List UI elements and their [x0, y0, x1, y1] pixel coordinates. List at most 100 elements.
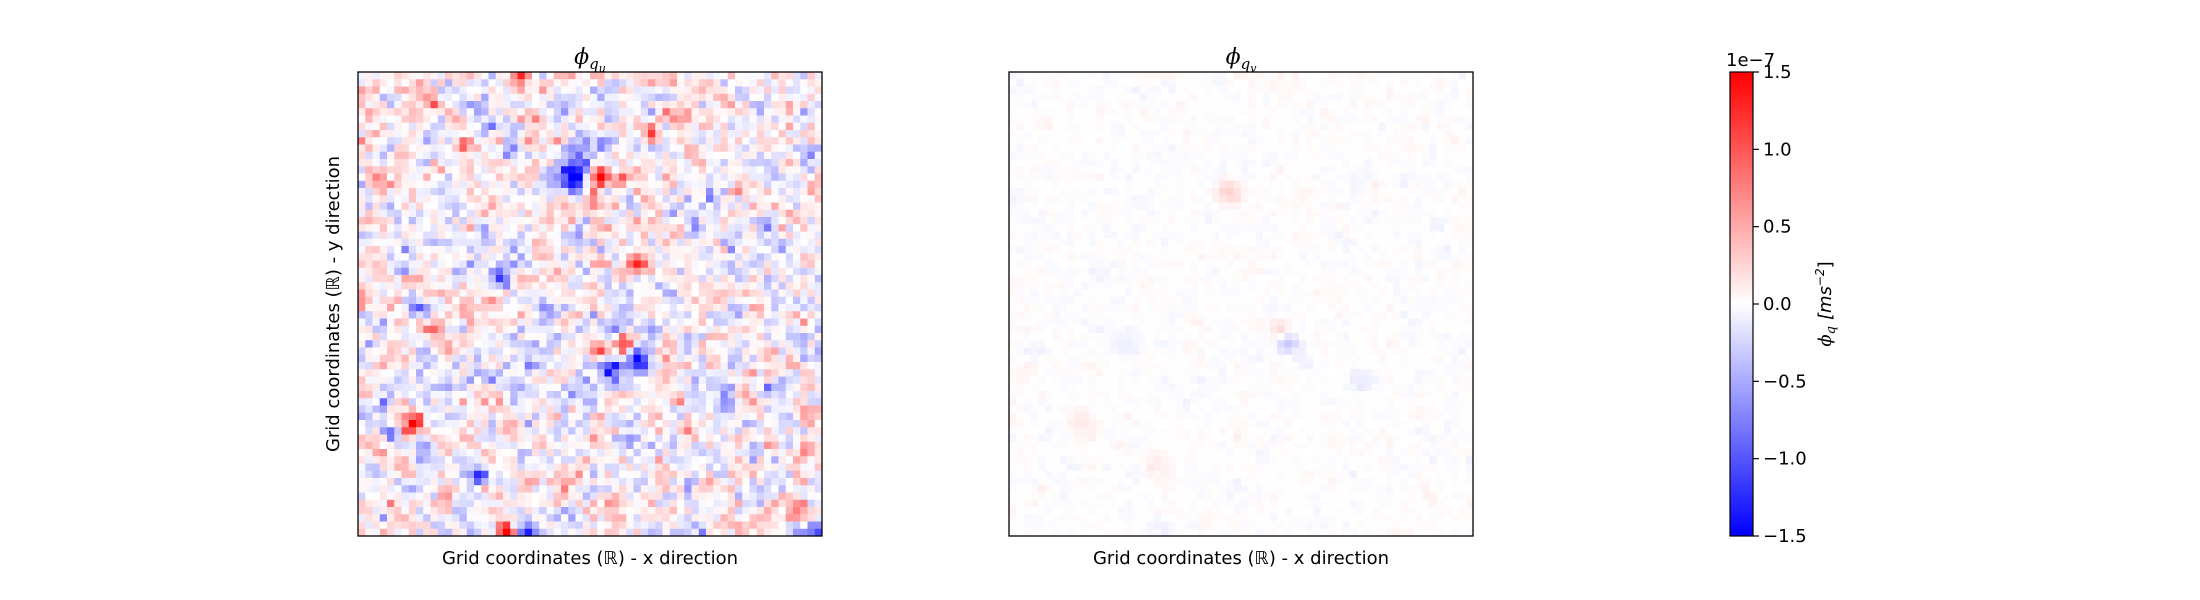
heatmap-cell [785, 144, 794, 153]
heatmap-cell [684, 478, 692, 486]
heatmap-cell [626, 231, 634, 240]
heatmap-cell [800, 217, 808, 225]
heatmap-cell [561, 405, 569, 414]
heatmap-cell [756, 79, 765, 87]
heatmap-cell [503, 93, 511, 102]
heatmap-cell [691, 151, 700, 160]
heatmap-cell [358, 130, 366, 138]
heatmap-cell [532, 93, 540, 102]
heatmap-cell [1342, 137, 1351, 145]
heatmap-cell [459, 354, 468, 363]
heatmap-cell [793, 441, 801, 450]
heatmap-cell [495, 224, 504, 232]
heatmap-cell [423, 151, 431, 160]
heatmap-cell [1415, 151, 1423, 160]
heatmap-cell [1422, 93, 1430, 102]
heatmap-cell [401, 166, 410, 174]
heatmap-cell [1125, 166, 1133, 174]
heatmap-cell [764, 188, 772, 196]
heatmap-cell [756, 72, 765, 80]
heatmap-cell [1306, 130, 1314, 138]
heatmap-cell [793, 166, 801, 174]
heatmap-cell [474, 347, 482, 356]
heatmap-cell [640, 159, 649, 167]
heatmap-cell [1045, 130, 1053, 138]
heatmap-cell [633, 188, 642, 196]
heatmap-cell [1393, 159, 1401, 167]
heatmap-cell [416, 144, 424, 153]
heatmap-cell [445, 253, 453, 261]
heatmap-cell [408, 101, 417, 109]
heatmap-cell [735, 137, 743, 145]
heatmap-cell [691, 340, 700, 348]
heatmap-cell [1009, 79, 1017, 87]
heatmap-cell [408, 304, 417, 312]
heatmap-cell [619, 159, 627, 167]
heatmap-cell [727, 93, 736, 102]
heatmap-cell [575, 267, 584, 276]
heatmap-cell [466, 391, 475, 399]
heatmap-cell [1052, 79, 1061, 87]
heatmap-cell [756, 260, 765, 269]
heatmap-cell [1320, 79, 1329, 87]
heatmap-cell [1204, 166, 1213, 174]
heatmap-cell [1444, 144, 1452, 153]
heatmap-cell [655, 354, 663, 363]
heatmap-cell [1465, 130, 1474, 138]
heatmap-cell [1096, 151, 1104, 160]
heatmap-cell [387, 412, 395, 421]
heatmap-cell [814, 166, 823, 174]
heatmap-cell [793, 325, 801, 334]
heatmap-cell [1255, 86, 1264, 95]
heatmap-cell [1175, 159, 1184, 167]
heatmap-cell [698, 209, 707, 218]
heatmap-cell [1364, 166, 1372, 174]
heatmap-cell [655, 340, 663, 348]
heatmap-cell [669, 521, 678, 530]
heatmap-cell [764, 492, 772, 501]
heatmap-cell [742, 115, 750, 124]
heatmap-cell [727, 499, 736, 508]
heatmap-cell [626, 217, 634, 225]
heatmap-cell [474, 217, 482, 225]
heatmap-cell [365, 188, 373, 196]
heatmap-cell [640, 485, 649, 493]
heatmap-cell [408, 122, 417, 131]
heatmap-cell [575, 412, 584, 421]
heatmap-cell [474, 238, 482, 247]
heatmap-cell [1313, 130, 1322, 138]
heatmap-cell [677, 296, 685, 305]
heatmap-cell [561, 224, 569, 232]
heatmap-cell [524, 151, 533, 160]
heatmap-cell [640, 282, 649, 290]
heatmap-cell [423, 478, 431, 486]
heatmap-cell [575, 304, 584, 312]
heatmap-cell [669, 427, 678, 435]
heatmap-cell [640, 463, 649, 472]
heatmap-cell [633, 304, 642, 312]
heatmap-cell [423, 72, 431, 80]
heatmap-cell [430, 369, 439, 377]
heatmap-cell [408, 253, 417, 261]
heatmap-cell [539, 151, 547, 160]
heatmap-cell [488, 383, 497, 392]
heatmap-cell [1023, 115, 1032, 124]
heatmap-cell [713, 391, 721, 399]
heatmap-cell [358, 93, 366, 102]
heatmap-cell [408, 260, 417, 269]
heatmap-cell [495, 180, 504, 189]
heatmap-cell [691, 86, 700, 95]
heatmap-cell [1378, 101, 1387, 109]
heatmap-cell [423, 369, 431, 377]
heatmap-cell [785, 449, 794, 457]
heatmap-cell [430, 441, 439, 450]
heatmap-cell [445, 246, 453, 254]
heatmap-cell [771, 449, 779, 457]
heatmap-cell [481, 137, 489, 145]
heatmap-cell [1342, 93, 1351, 102]
heatmap-cell [691, 420, 700, 428]
heatmap-cell [611, 383, 620, 392]
heatmap-cell [735, 347, 743, 356]
heatmap-cell [1125, 115, 1133, 124]
heatmap-cell [611, 420, 620, 428]
